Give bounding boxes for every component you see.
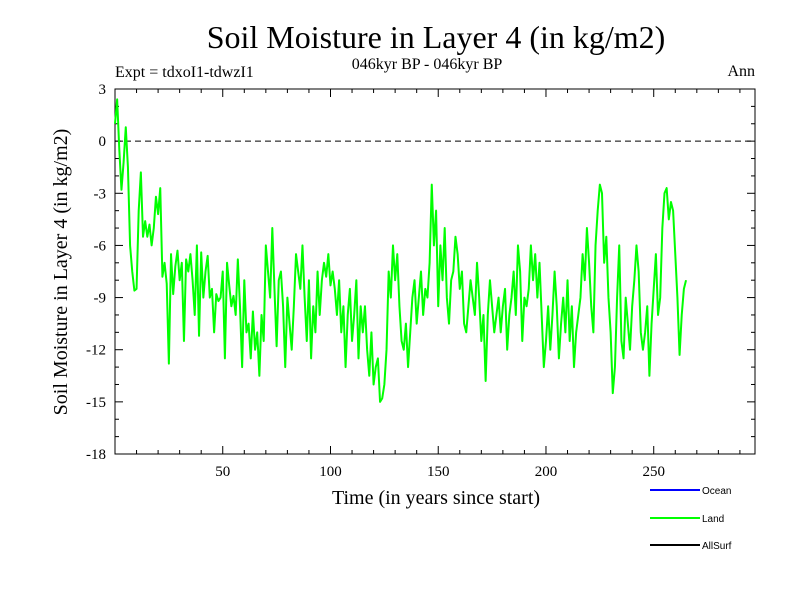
plot-area: 50 100 150 200 250 3 0 -3 -6 -9 -12 -15 -18: [86, 82, 756, 480]
chart-title: Soil Moisture in Layer 4 (in kg/m2): [207, 19, 666, 55]
y-tick-label: 3: [99, 82, 107, 98]
x-axis-label: Time (in years since start): [332, 487, 540, 509]
y-tick-label: -18: [86, 447, 106, 463]
experiment-label: Expt = tdxoI1-tdwzI1: [115, 64, 254, 81]
season-label: Ann: [727, 63, 755, 80]
y-tick-label: -12: [86, 343, 106, 359]
x-tick-label: 200: [535, 464, 558, 480]
x-tick-label: 150: [427, 464, 450, 480]
legend-label-allsurf: AllSurf: [702, 541, 732, 552]
chart-subtitle: 046kyr BP - 046kyr BP: [352, 56, 503, 73]
x-tick-label: 250: [642, 464, 665, 480]
plot-frame: [114, 88, 756, 455]
series-line-land: [114, 98, 688, 403]
legend-label-ocean: Ocean: [702, 486, 731, 497]
y-axis-label: Soil Moisture in Layer 4 (in kg/m2): [50, 129, 72, 416]
y-tick-label: -6: [94, 238, 107, 254]
y-tick-label: -9: [94, 291, 107, 307]
legend: Ocean Land AllSurf: [650, 486, 732, 552]
x-tick-label: 50: [215, 464, 230, 480]
x-tick-label: 100: [319, 464, 342, 480]
y-tick-label: -15: [86, 395, 106, 411]
y-tick-label: -3: [94, 186, 107, 202]
y-tick-label: 0: [99, 134, 107, 150]
legend-label-land: Land: [702, 514, 724, 525]
